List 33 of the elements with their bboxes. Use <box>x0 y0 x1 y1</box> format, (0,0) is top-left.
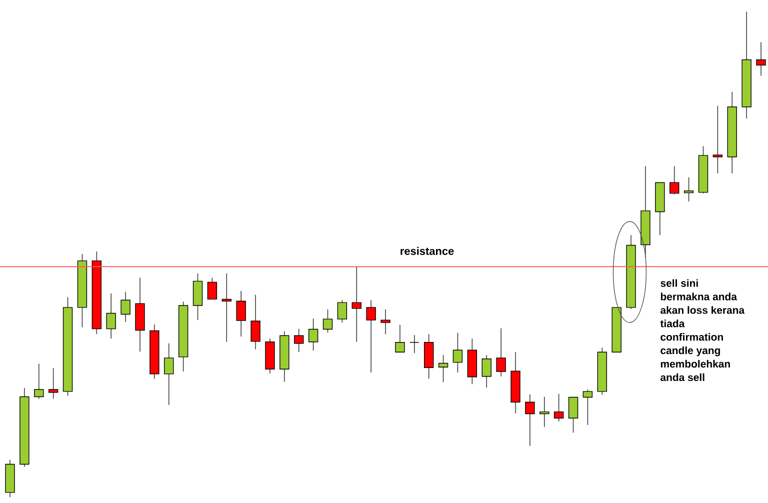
candlestick <box>352 266 362 342</box>
candlestick <box>582 389 593 426</box>
candlestick <box>222 273 232 342</box>
candlestick <box>250 294 260 350</box>
candlestick <box>48 368 58 400</box>
candlestick <box>452 332 463 373</box>
candlestick <box>568 396 578 434</box>
candlestick <box>236 290 246 337</box>
candlestick <box>712 106 723 174</box>
candlestick <box>322 308 333 334</box>
candlestick <box>337 300 348 323</box>
candlestick <box>554 393 564 422</box>
candlestick <box>482 354 492 388</box>
candlestick <box>540 396 550 428</box>
candlestick <box>684 176 694 202</box>
annotation: sell sini bermakna anda akan loss kerana tiada confirmation candle yang membolehkan anda sell <box>660 279 745 382</box>
candlestick <box>366 300 376 373</box>
candlestick <box>496 328 506 377</box>
candlestick <box>410 334 420 354</box>
candlestick <box>756 42 766 76</box>
candlestick <box>308 318 318 352</box>
candlestick <box>380 308 390 335</box>
candlestick <box>525 394 535 446</box>
candlestick <box>120 291 130 322</box>
ref-line-label: resistance <box>400 246 454 255</box>
candlestick <box>164 342 174 406</box>
candlestick <box>294 328 304 352</box>
candlestick <box>395 324 405 352</box>
candlestick <box>207 277 218 300</box>
candlestick <box>34 363 44 400</box>
candlestick <box>670 166 680 195</box>
candlestick <box>106 292 116 339</box>
candlestick <box>438 354 448 383</box>
